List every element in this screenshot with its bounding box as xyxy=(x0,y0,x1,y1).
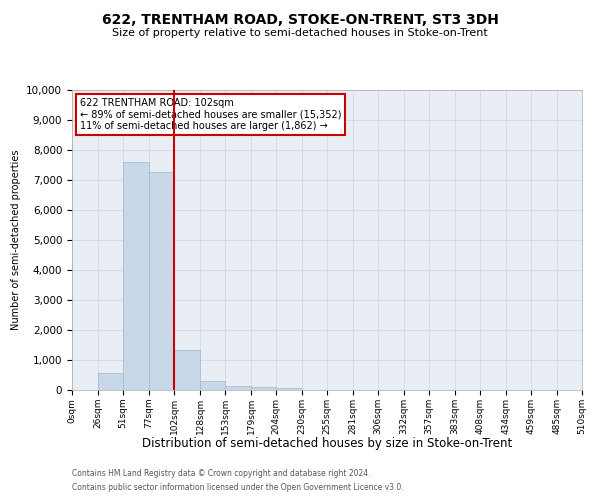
Text: Distribution of semi-detached houses by size in Stoke-on-Trent: Distribution of semi-detached houses by … xyxy=(142,438,512,450)
Text: Contains public sector information licensed under the Open Government Licence v3: Contains public sector information licen… xyxy=(72,484,404,492)
Bar xyxy=(149,172,174,390)
Bar xyxy=(174,350,200,390)
Bar xyxy=(200,381,225,390)
Text: 622, TRENTHAM ROAD, STOKE-ON-TRENT, ST3 3DH: 622, TRENTHAM ROAD, STOKE-ON-TRENT, ST3 … xyxy=(101,12,499,26)
Text: 622 TRENTHAM ROAD: 102sqm
← 89% of semi-detached houses are smaller (15,352)
11%: 622 TRENTHAM ROAD: 102sqm ← 89% of semi-… xyxy=(80,98,341,130)
Y-axis label: Number of semi-detached properties: Number of semi-detached properties xyxy=(11,150,21,330)
Bar xyxy=(98,373,123,390)
Text: Contains HM Land Registry data © Crown copyright and database right 2024.: Contains HM Land Registry data © Crown c… xyxy=(72,468,371,477)
Bar xyxy=(225,386,251,390)
Text: Size of property relative to semi-detached houses in Stoke-on-Trent: Size of property relative to semi-detach… xyxy=(112,28,488,38)
Bar xyxy=(276,388,302,390)
Bar xyxy=(123,162,149,390)
Bar xyxy=(251,387,276,390)
